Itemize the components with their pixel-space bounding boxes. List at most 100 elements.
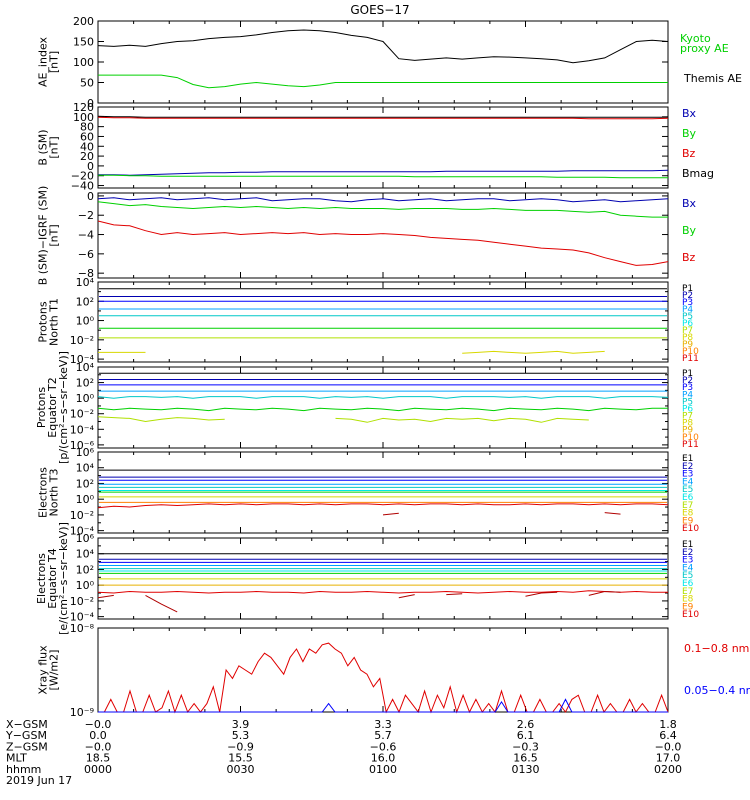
legend-entry: P1 xyxy=(682,369,693,379)
y-axis-label: [W/m2] xyxy=(48,650,61,691)
panel-frame xyxy=(97,627,669,713)
y-tick-label: 120 xyxy=(73,101,94,114)
y-axis-label: North T1 xyxy=(48,298,61,346)
y-tick-label: 10⁴ xyxy=(76,548,95,561)
legend-entry: P4 xyxy=(682,305,693,315)
series-line-red xyxy=(97,503,669,509)
axis-tick-value: 0100 xyxy=(369,763,397,776)
axis-row-label: Z−GSM xyxy=(6,740,48,753)
legend-entry: 0.1−0.8 nm xyxy=(684,642,749,655)
legend-entry: E5 xyxy=(682,485,693,495)
axis-tick-value: 15.5 xyxy=(228,752,253,765)
panel-frame xyxy=(97,192,669,279)
axis-tick-value: 5.7 xyxy=(374,729,392,742)
y-tick-label: 10⁶ xyxy=(76,446,95,459)
y-tick-label: 100 xyxy=(73,56,94,69)
y-axis-label: [nT] xyxy=(48,224,61,246)
legend-entry: E4 xyxy=(682,477,694,487)
y-tick-label: 40 xyxy=(80,140,94,153)
axis-tick-value: 16.0 xyxy=(371,752,396,765)
legend-entry: E8 xyxy=(682,595,694,605)
series-line-red xyxy=(97,590,668,594)
y-tick-label: −6 xyxy=(78,248,94,261)
series-line-darkred xyxy=(382,512,621,516)
legend-entry: Bmag xyxy=(682,167,714,180)
axis-row-label: 2019 Jun 17 xyxy=(6,774,72,787)
y-tick-label: 10⁰ xyxy=(76,579,95,592)
y-tick-label: 200 xyxy=(73,15,94,28)
axis-tick-value: 17.0 xyxy=(656,752,681,765)
axis-tick-value: 3.3 xyxy=(374,718,392,731)
axis-tick-value: 6.4 xyxy=(659,729,677,742)
series-line-green xyxy=(98,74,668,89)
y-tick-label: −20 xyxy=(71,170,94,183)
panel-frame xyxy=(97,281,669,363)
y-axis-label: North T3 xyxy=(48,469,61,517)
legend-entry: P6 xyxy=(682,319,693,329)
plot-title: GOES−17 xyxy=(350,3,409,17)
y-tick-label: 10⁻² xyxy=(70,509,94,522)
series-line-black xyxy=(97,29,669,64)
y-tick-label: 10⁰ xyxy=(76,315,95,328)
series-line-blue xyxy=(98,698,668,713)
legend-entry: Kyoto xyxy=(680,32,711,45)
axis-tick-value: 0.0 xyxy=(89,729,107,742)
y-tick-label: 10² xyxy=(76,563,94,576)
axis-tick-value: 18.5 xyxy=(86,752,111,765)
legend-entry: P10 xyxy=(682,433,699,443)
y-tick-label: 0 xyxy=(87,160,94,173)
y-tick-label: 10⁻⁴ xyxy=(70,525,95,538)
series-line-teal xyxy=(97,396,669,399)
legend-entry: E10 xyxy=(682,524,699,534)
y-tick-label: 100 xyxy=(73,111,94,124)
legend-entry: P9 xyxy=(682,340,693,350)
y-axis-label: Electrons xyxy=(35,553,48,604)
y-axis-label: Equator T4 xyxy=(46,548,59,608)
y-tick-label: 10⁻⁴ xyxy=(70,423,95,436)
legend-entry: P10 xyxy=(682,347,699,357)
legend-entry: 0.05−0.4 nm xyxy=(684,684,750,697)
y-tick-label: 10⁻⁶ xyxy=(70,439,95,452)
legend-entry: Bz xyxy=(682,147,696,160)
y-tick-label: 60 xyxy=(80,130,94,143)
y-tick-label: −40 xyxy=(71,180,94,193)
y-tick-label: −4 xyxy=(78,229,94,242)
panel-xray: 10⁻⁹ 10⁻⁸ Xray flux[W/m2] 0.1−0.8 nm 0.05−0.… xyxy=(37,622,750,719)
axis-tick-value: 2.6 xyxy=(517,718,535,731)
y-tick-label: 10⁴ xyxy=(76,361,95,374)
series-line-green xyxy=(97,201,668,218)
axis-tick-value: 6.1 xyxy=(517,729,535,742)
legend-entry: E7 xyxy=(682,501,693,511)
legend-entry: P8 xyxy=(682,419,693,429)
y-axis-label: Equator T2 xyxy=(46,377,59,437)
y-tick-label: 10⁻⁴ xyxy=(70,611,95,624)
y-tick-label: 10⁻⁹ xyxy=(70,706,94,719)
axis-tick-value: −0.6 xyxy=(370,740,397,753)
axis-tick-value: −0.9 xyxy=(227,740,254,753)
series-line-darkred xyxy=(97,590,621,613)
y-axis-label: Electrons xyxy=(37,467,50,518)
legend-entry: P9 xyxy=(682,426,693,436)
y-tick-label: 10⁰ xyxy=(76,493,95,506)
legend-entry: P2 xyxy=(682,291,693,301)
y-tick-label: 10² xyxy=(76,477,94,490)
y-axis-label: Protons xyxy=(37,301,50,342)
legend-entry: Themis AE xyxy=(683,72,742,85)
y-tick-label: −2 xyxy=(78,209,94,222)
axis-row-label: MLT xyxy=(6,752,27,765)
y-tick-label: 150 xyxy=(73,36,94,49)
legend-entry: Bz xyxy=(682,251,696,264)
y-tick-label: 50 xyxy=(80,77,94,90)
series-line-black xyxy=(97,115,668,118)
y-tick-label: 10⁻⁸ xyxy=(70,622,95,635)
legend-entry: By xyxy=(682,127,697,140)
legend-entry: By xyxy=(682,224,697,237)
axis-tick-value: 3.9 xyxy=(232,718,250,731)
y-tick-label: 10⁻⁴ xyxy=(70,353,95,366)
legend-entry: E3 xyxy=(682,556,693,566)
axis-tick-value: 1.8 xyxy=(659,718,677,731)
series-line-red xyxy=(98,642,669,714)
